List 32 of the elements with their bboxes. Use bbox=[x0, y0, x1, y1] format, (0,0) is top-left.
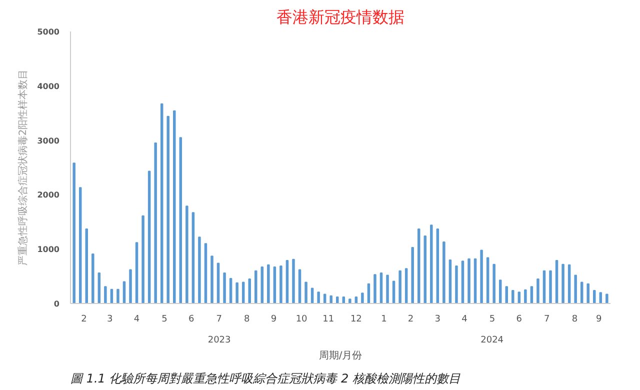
x-tick-label: 9 bbox=[270, 314, 277, 324]
y-tick-label: 0 bbox=[54, 300, 60, 308]
x-tick-label: 10 bbox=[296, 314, 308, 324]
x-tick-label: 6 bbox=[188, 314, 195, 324]
x-tick-label: 9 bbox=[596, 314, 602, 324]
x-tick-label: 3 bbox=[434, 314, 441, 324]
y-tick-label: 5000 bbox=[37, 28, 60, 36]
x-axis-title: 周期/月份 bbox=[318, 350, 362, 362]
x-tick-label: 8 bbox=[572, 314, 578, 324]
chart-title: 香港新冠疫情数据 bbox=[276, 8, 404, 26]
text: 2023 bbox=[208, 336, 231, 346]
x-tick-label: 3 bbox=[107, 314, 113, 324]
x-tick-label: 7 bbox=[216, 314, 222, 324]
x-tick-label: 2 bbox=[408, 314, 414, 324]
x-tick-label: 8 bbox=[244, 314, 250, 324]
x-tick-label: 2 bbox=[81, 314, 87, 324]
y-axis-title: 严重急性呼吸综合症冠状病毒2阳性样本数目 bbox=[17, 69, 30, 266]
x-tick-label: 4 bbox=[462, 314, 468, 324]
caption: 圖 1.1 化驗所每周對嚴重急性呼吸綜合症冠狀病毒 2 核酸檢測陽性的數目 bbox=[70, 372, 460, 386]
x-tick-label: 7 bbox=[544, 314, 550, 324]
x-tick-label: 5 bbox=[489, 314, 496, 324]
y-tick-label: 1000 bbox=[37, 245, 60, 254]
y-tick-label: 2000 bbox=[37, 190, 60, 200]
text: 2024 bbox=[480, 336, 504, 346]
x-tick-label: 1 bbox=[381, 314, 387, 324]
x-tick-label: 12 bbox=[350, 314, 362, 324]
x-tick-label: 4 bbox=[134, 314, 140, 324]
x-tick-label: 11 bbox=[322, 314, 334, 324]
y-tick-label: 4000 bbox=[37, 82, 60, 91]
x-tick-label: 5 bbox=[162, 314, 168, 324]
x-tick-label: 6 bbox=[516, 314, 522, 324]
y-tick-label: 3000 bbox=[37, 136, 60, 146]
